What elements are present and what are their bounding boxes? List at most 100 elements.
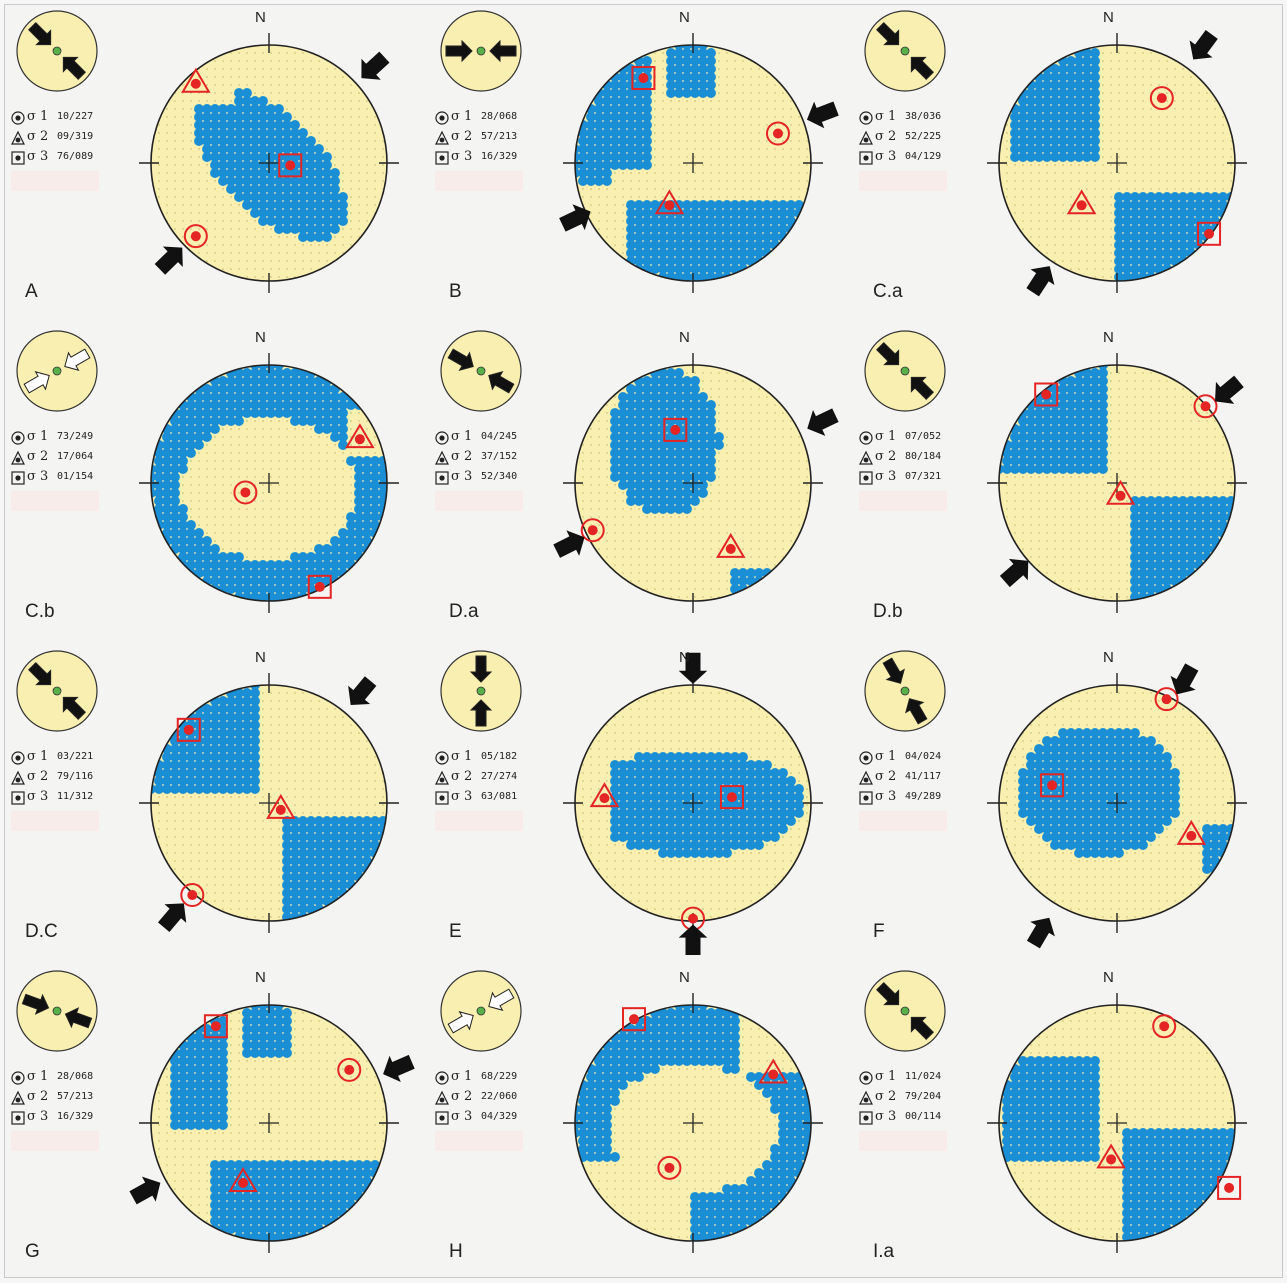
legend-sigma2: σ 2 22/060: [435, 1089, 527, 1109]
stereonet-panel-f: σ 1 04/024 σ 2 41/117 σ 3 49/289 F: [853, 645, 1273, 963]
legend-sigma2: σ 2 17/064: [11, 449, 103, 469]
legend-sigma3: σ 3 49/289: [859, 789, 951, 809]
sigma3-marker: [1218, 1177, 1240, 1199]
sigma-index: 1: [464, 1069, 472, 1084]
square-marker-icon: [859, 1111, 873, 1125]
stereonet-panel-d-c: σ 1 03/221 σ 2 79/116 σ 3 11/312 D.C: [5, 645, 425, 963]
sigma-symbol: σ: [27, 1089, 36, 1104]
stereonet-panel-d-b: σ 1 07/052 σ 2 80/184 σ 3 07/321 D.b: [853, 325, 1273, 643]
sigma-symbol: σ: [875, 789, 884, 804]
legend-background: [435, 491, 523, 511]
legend-sigma3: σ 3 16/329: [11, 1109, 103, 1129]
sigma-symbol: σ: [875, 769, 884, 784]
legend-sigma3: σ 3 52/340: [435, 469, 527, 489]
sigma3-value: 16/329: [57, 1111, 93, 1122]
stress-regime-icon: [13, 647, 101, 735]
sigma2-value: 79/204: [905, 1091, 941, 1102]
sigma3-value: 01/154: [57, 471, 93, 482]
circle-marker-icon: [435, 751, 449, 765]
sigma-index: 1: [464, 429, 472, 444]
sigma1-value: 68/229: [481, 1071, 517, 1082]
sigma-index: 1: [40, 1069, 48, 1084]
panel-label: C.a: [873, 281, 903, 303]
legend-sigma1: σ 1 05/182: [435, 749, 527, 769]
sigma3-value: 04/129: [905, 151, 941, 162]
sigma-symbol: σ: [451, 109, 460, 124]
sigma2-value: 79/116: [57, 771, 93, 782]
legend-sigma2: σ 2 79/116: [11, 769, 103, 789]
stress-axes-legend: σ 1 28/068 σ 2 57/213 σ 3 16/329: [435, 109, 527, 169]
compression-arrow: [802, 404, 840, 440]
stress-axes-legend: σ 1 04/024 σ 2 41/117 σ 3 49/289: [859, 749, 951, 809]
compression-arrow: [1183, 27, 1222, 67]
stereonet-plot: [537, 965, 849, 1275]
sigma-index: 1: [888, 109, 896, 124]
stress-axes-legend: σ 1 10/227 σ 2 09/319 σ 3 76/089: [11, 109, 103, 169]
compression-arrow: [154, 896, 193, 936]
stress-regime-icon: [437, 7, 525, 95]
sigma1-value: 28/068: [481, 111, 517, 122]
circle-marker-icon: [11, 111, 25, 125]
stress-regime-icon: [13, 967, 101, 1055]
sigma-index: 1: [40, 749, 48, 764]
sigma-symbol: σ: [27, 769, 36, 784]
north-label: N: [1103, 9, 1114, 26]
sigma3-value: 52/340: [481, 471, 517, 482]
stereonet-plot: [113, 965, 425, 1275]
stereonet-plot: [113, 325, 425, 635]
legend-sigma3: σ 3 63/081: [435, 789, 527, 809]
legend-background: [859, 491, 947, 511]
legend-sigma1: σ 1 03/221: [11, 749, 103, 769]
legend-sigma2: σ 2 09/319: [11, 129, 103, 149]
sigma-symbol: σ: [451, 789, 460, 804]
sigma-symbol: σ: [451, 769, 460, 784]
square-marker-icon: [859, 151, 873, 165]
square-marker-icon: [11, 1111, 25, 1125]
legend-sigma1: σ 1 28/068: [11, 1069, 103, 1089]
sigma-index: 2: [888, 449, 896, 464]
triangle-marker-icon: [435, 1091, 449, 1105]
compression-arrow: [680, 925, 706, 955]
panel-label: G: [25, 1241, 40, 1263]
stress-axes-legend: σ 1 03/221 σ 2 79/116 σ 3 11/312: [11, 749, 103, 809]
sigma-index: 3: [40, 1109, 48, 1124]
circle-marker-icon: [859, 111, 873, 125]
sigma3-value: 00/114: [905, 1111, 941, 1122]
legend-background: [11, 491, 99, 511]
circle-marker-icon: [435, 111, 449, 125]
circle-marker-icon: [859, 1071, 873, 1085]
stereonet-panel-i-a: σ 1 11/024 σ 2 79/204 σ 3 00/114 I.a: [853, 965, 1273, 1283]
sigma-symbol: σ: [27, 429, 36, 444]
panel-label: C.b: [25, 601, 55, 623]
north-label: N: [679, 9, 690, 26]
legend-sigma1: σ 1 04/024: [859, 749, 951, 769]
sigma-index: 3: [464, 1109, 472, 1124]
north-label: N: [1103, 329, 1114, 346]
legend-sigma2: σ 2 80/184: [859, 449, 951, 469]
sigma-symbol: σ: [875, 1069, 884, 1084]
sigma-symbol: σ: [27, 1109, 36, 1124]
triangle-marker-icon: [859, 451, 873, 465]
sigma-symbol: σ: [27, 1069, 36, 1084]
legend-sigma2: σ 2 27/274: [435, 769, 527, 789]
legend-sigma2: σ 2 41/117: [859, 769, 951, 789]
stress-axes-legend: σ 1 28/068 σ 2 57/213 σ 3 16/329: [11, 1069, 103, 1129]
north-label: N: [1103, 969, 1114, 986]
panel-label: B: [449, 281, 462, 303]
sigma-symbol: σ: [451, 1089, 460, 1104]
legend-background: [859, 1131, 947, 1151]
legend-background: [11, 811, 99, 831]
legend-background: [859, 171, 947, 191]
stress-axes-legend: σ 1 07/052 σ 2 80/184 σ 3 07/321: [859, 429, 951, 489]
stress-regime-icon: [437, 327, 525, 415]
square-marker-icon: [11, 151, 25, 165]
sigma-index: 2: [40, 1089, 48, 1104]
north-label: N: [255, 9, 266, 26]
sigma-symbol: σ: [875, 109, 884, 124]
sigma2-value: 17/064: [57, 451, 93, 462]
triangle-marker-icon: [859, 1091, 873, 1105]
triangle-marker-icon: [435, 771, 449, 785]
triangle-marker-icon: [435, 451, 449, 465]
legend-sigma1: σ 1 10/227: [11, 109, 103, 129]
compression-arrow: [341, 673, 380, 713]
